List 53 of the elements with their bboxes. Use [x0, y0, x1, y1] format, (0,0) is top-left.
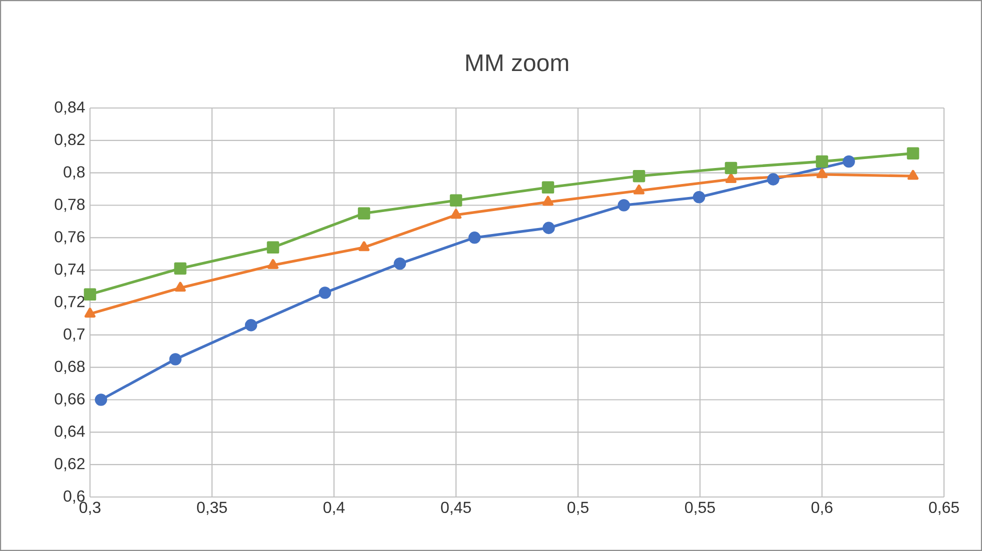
point: [767, 173, 780, 186]
y-tick-label: 0,62: [54, 458, 84, 472]
point: [908, 170, 919, 180]
y-tick-label: 0,84: [54, 101, 85, 115]
y-tick-label: 0,78: [54, 198, 85, 212]
point: [692, 191, 706, 204]
point: [174, 282, 186, 292]
point: [618, 199, 630, 212]
point: [725, 173, 736, 184]
point: [542, 222, 555, 234]
x-tick-label: 0,6: [812, 502, 832, 515]
point: [394, 257, 406, 270]
point: [542, 181, 554, 194]
point: [842, 155, 855, 168]
point: [84, 288, 96, 301]
point: [244, 319, 258, 332]
y-tick-label: 0,6: [64, 490, 85, 504]
x-tick-label: 0,35: [197, 502, 227, 515]
point: [632, 170, 646, 182]
point: [634, 184, 644, 194]
point: [450, 208, 462, 219]
y-tick-label: 0,68: [54, 360, 85, 374]
y-tick-label: 0,76: [54, 231, 85, 244]
point: [358, 207, 370, 220]
x-tick-label: 0,5: [568, 502, 588, 515]
point: [816, 155, 828, 168]
chart-title: MM zoom: [466, 54, 568, 72]
point: [906, 147, 920, 160]
point: [542, 196, 554, 206]
y-tick-label: 0,64: [54, 426, 85, 439]
point: [266, 241, 280, 254]
y-tick-label: 0,72: [54, 296, 84, 310]
point: [318, 286, 332, 299]
y-tick-label: 0,82: [54, 134, 84, 148]
x-tick-label: 0,45: [441, 502, 471, 515]
y-tick-label: 0,7: [64, 328, 84, 342]
point: [174, 262, 186, 275]
point: [94, 394, 108, 406]
y-tick-label: 0,74: [54, 263, 85, 277]
point: [450, 194, 462, 207]
y-tick-label: 0,66: [54, 393, 85, 406]
point: [84, 308, 96, 318]
point: [816, 168, 828, 178]
y-tick-label: 0,8: [64, 166, 85, 180]
point: [724, 162, 738, 174]
point: [468, 232, 481, 244]
x-tick-label: 0,55: [685, 502, 715, 515]
x-tick-label: 0,4: [324, 502, 345, 515]
x-tick-label: 0,3: [80, 502, 100, 515]
x-tick-label: 0,65: [929, 502, 959, 515]
point: [358, 241, 370, 252]
point: [268, 259, 278, 269]
point: [169, 353, 182, 366]
